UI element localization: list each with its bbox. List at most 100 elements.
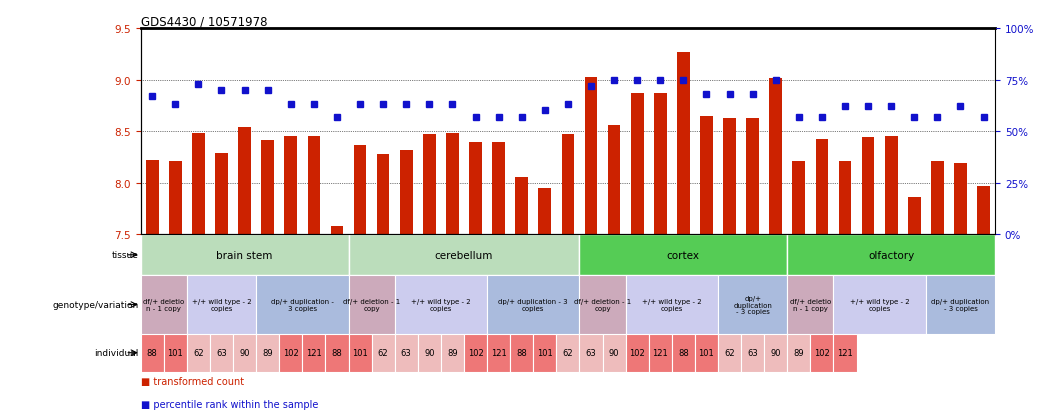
Bar — [741, 334, 764, 372]
Bar — [788, 334, 811, 372]
Bar — [487, 334, 511, 372]
Text: 102: 102 — [468, 348, 483, 357]
Bar — [516, 178, 528, 235]
Text: cortex: cortex — [667, 250, 700, 260]
Text: 90: 90 — [770, 348, 780, 357]
Text: df/+ deletio
n - 1 copy: df/+ deletio n - 1 copy — [143, 299, 184, 311]
Bar — [353, 146, 367, 235]
Bar — [788, 235, 995, 276]
Bar — [625, 276, 718, 334]
Text: +/+ wild type - 2
copies: +/+ wild type - 2 copies — [411, 299, 471, 311]
Bar — [187, 276, 256, 334]
Text: 88: 88 — [678, 348, 689, 357]
Text: +/+ wild type - 2
copies: +/+ wild type - 2 copies — [850, 299, 910, 311]
Bar — [239, 128, 251, 235]
Text: df/+ deletion - 1
copy: df/+ deletion - 1 copy — [343, 299, 400, 311]
Bar — [811, 334, 834, 372]
Bar — [209, 334, 233, 372]
Bar — [492, 143, 505, 235]
Bar — [839, 161, 851, 235]
Bar — [908, 197, 921, 235]
Bar — [834, 334, 857, 372]
Text: 62: 62 — [193, 348, 204, 357]
Bar — [926, 276, 995, 334]
Bar — [718, 276, 788, 334]
Text: 101: 101 — [537, 348, 552, 357]
Bar — [348, 235, 579, 276]
Bar — [700, 116, 713, 235]
Bar — [816, 140, 828, 235]
Bar — [262, 141, 274, 235]
Text: 121: 121 — [491, 348, 506, 357]
Text: individual: individual — [94, 348, 139, 357]
Bar — [256, 334, 279, 372]
Bar — [977, 186, 990, 235]
Bar — [630, 94, 644, 235]
Bar — [377, 154, 390, 235]
Text: dp/+ duplication - 3
copies: dp/+ duplication - 3 copies — [498, 299, 568, 311]
Text: 102: 102 — [282, 348, 299, 357]
Text: dp/+
duplication
- 3 copies: dp/+ duplication - 3 copies — [734, 295, 772, 314]
Text: 88: 88 — [517, 348, 527, 357]
Text: 62: 62 — [724, 348, 735, 357]
Text: 89: 89 — [794, 348, 804, 357]
Bar — [885, 137, 897, 235]
Text: genotype/variation: genotype/variation — [52, 300, 139, 309]
Bar — [769, 79, 783, 235]
Bar — [395, 334, 418, 372]
Bar — [718, 334, 741, 372]
Text: 102: 102 — [629, 348, 645, 357]
Bar — [695, 334, 718, 372]
Bar — [348, 334, 372, 372]
Text: olfactory: olfactory — [868, 250, 914, 260]
Bar — [164, 334, 187, 372]
Bar — [793, 161, 805, 235]
Bar — [395, 276, 487, 334]
Bar — [539, 188, 551, 235]
Bar — [579, 235, 788, 276]
Bar — [141, 276, 187, 334]
Text: dp/+ duplication -
3 copies: dp/+ duplication - 3 copies — [271, 299, 333, 311]
Bar — [372, 334, 395, 372]
Text: ■ percentile rank within the sample: ■ percentile rank within the sample — [141, 399, 318, 408]
Text: 88: 88 — [331, 348, 343, 357]
Bar — [169, 161, 181, 235]
Bar — [677, 52, 690, 235]
Bar — [348, 276, 395, 334]
Text: 88: 88 — [147, 348, 157, 357]
Bar — [788, 276, 834, 334]
Text: dp/+ duplication
- 3 copies: dp/+ duplication - 3 copies — [932, 299, 990, 311]
Bar — [418, 334, 441, 372]
Bar — [585, 78, 597, 235]
Text: +/+ wild type - 2
copies: +/+ wild type - 2 copies — [642, 299, 701, 311]
Text: 121: 121 — [306, 348, 322, 357]
Bar — [723, 119, 736, 235]
Bar — [464, 334, 487, 372]
Bar — [284, 137, 297, 235]
Bar — [446, 134, 458, 235]
Text: df/+ deletion - 1
copy: df/+ deletion - 1 copy — [574, 299, 631, 311]
Bar — [141, 235, 348, 276]
Bar — [146, 161, 158, 235]
Bar — [579, 334, 602, 372]
Bar — [534, 334, 556, 372]
Bar — [441, 334, 464, 372]
Text: 63: 63 — [401, 348, 412, 357]
Text: 101: 101 — [352, 348, 368, 357]
Bar — [764, 334, 788, 372]
Bar — [307, 137, 320, 235]
Bar — [562, 135, 574, 235]
Text: 101: 101 — [698, 348, 715, 357]
Bar — [625, 334, 649, 372]
Text: 102: 102 — [814, 348, 829, 357]
Bar — [302, 334, 325, 372]
Bar — [233, 334, 256, 372]
Text: 89: 89 — [447, 348, 457, 357]
Text: 63: 63 — [747, 348, 758, 357]
Bar — [932, 161, 944, 235]
Text: 101: 101 — [168, 348, 183, 357]
Text: df/+ deletio
n - 1 copy: df/+ deletio n - 1 copy — [790, 299, 830, 311]
Bar — [511, 334, 534, 372]
Bar — [834, 276, 926, 334]
Bar — [954, 164, 967, 235]
